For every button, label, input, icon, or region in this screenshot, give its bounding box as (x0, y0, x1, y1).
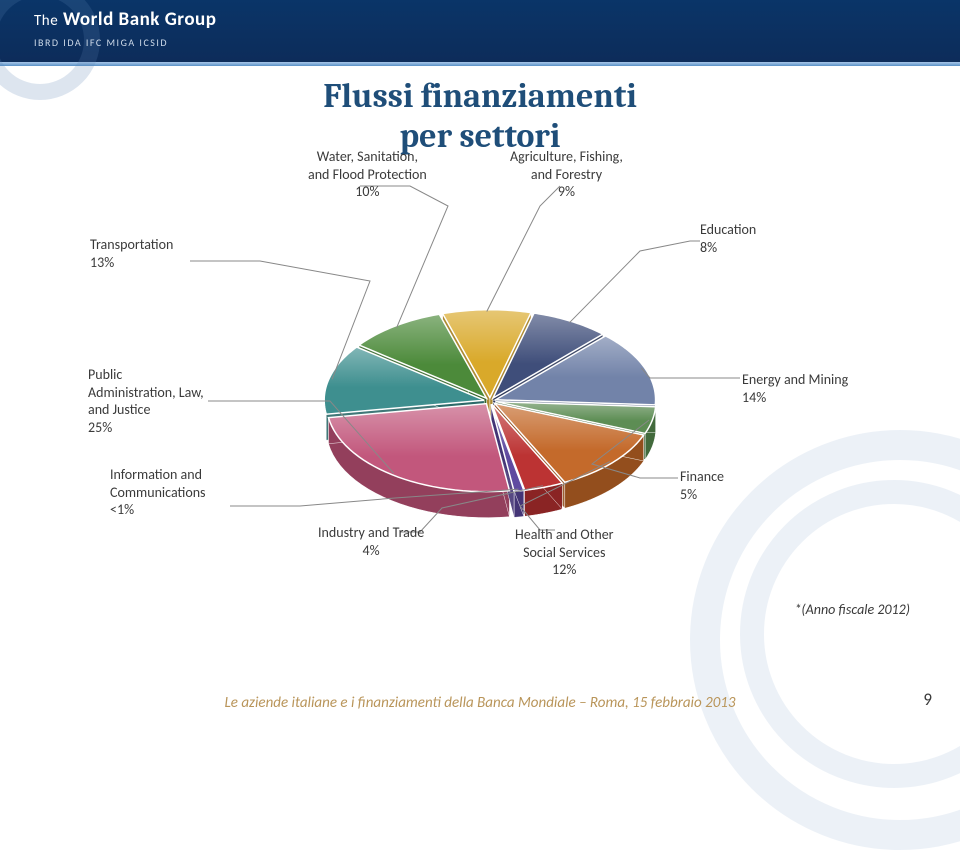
title-line2: per settori (0, 116, 960, 156)
slice-label: Education 8% (700, 221, 756, 256)
page-number: 9 (923, 689, 932, 710)
slice-label: Industry and Trade 4% (318, 524, 424, 559)
slice-label: Energy and Mining 14% (742, 371, 848, 406)
footer-text: Le aziende italiane e i finanziamenti de… (0, 694, 960, 720)
brand-main: World Bank Group (63, 8, 216, 31)
header-bar: The World Bank Group IBRD IDA IFC MIGA I… (0, 0, 960, 62)
footer-label: Le aziende italiane e i finanziamenti de… (224, 694, 735, 712)
slice-label: Health and Other Social Services 12% (515, 526, 614, 579)
slice-label: Agriculture, Fishing, and Forestry 9% (510, 148, 623, 201)
title-line1: Flussi finanziamenti (0, 76, 960, 116)
slice-label: Water, Sanitation, and Flood Protection … (308, 148, 427, 201)
pie-chart: Water, Sanitation, and Flood Protection … (0, 156, 960, 636)
slice-label: Information and Communications <1% (110, 466, 206, 519)
page-title: Flussi finanziamenti per settori (0, 76, 960, 156)
brand-prefix: The (34, 12, 58, 30)
fiscal-year-note: *(Anno fiscale 2012) (794, 601, 910, 618)
brand-subline: IBRD IDA IFC MIGA ICSID (34, 36, 168, 49)
header-divider (0, 62, 960, 66)
brand: The World Bank Group (34, 8, 216, 31)
slice-label: Transportation 13% (90, 236, 173, 271)
slice-label: Public Administration, Law, and Justice … (88, 366, 204, 436)
slice-label: Finance 5% (680, 468, 724, 503)
